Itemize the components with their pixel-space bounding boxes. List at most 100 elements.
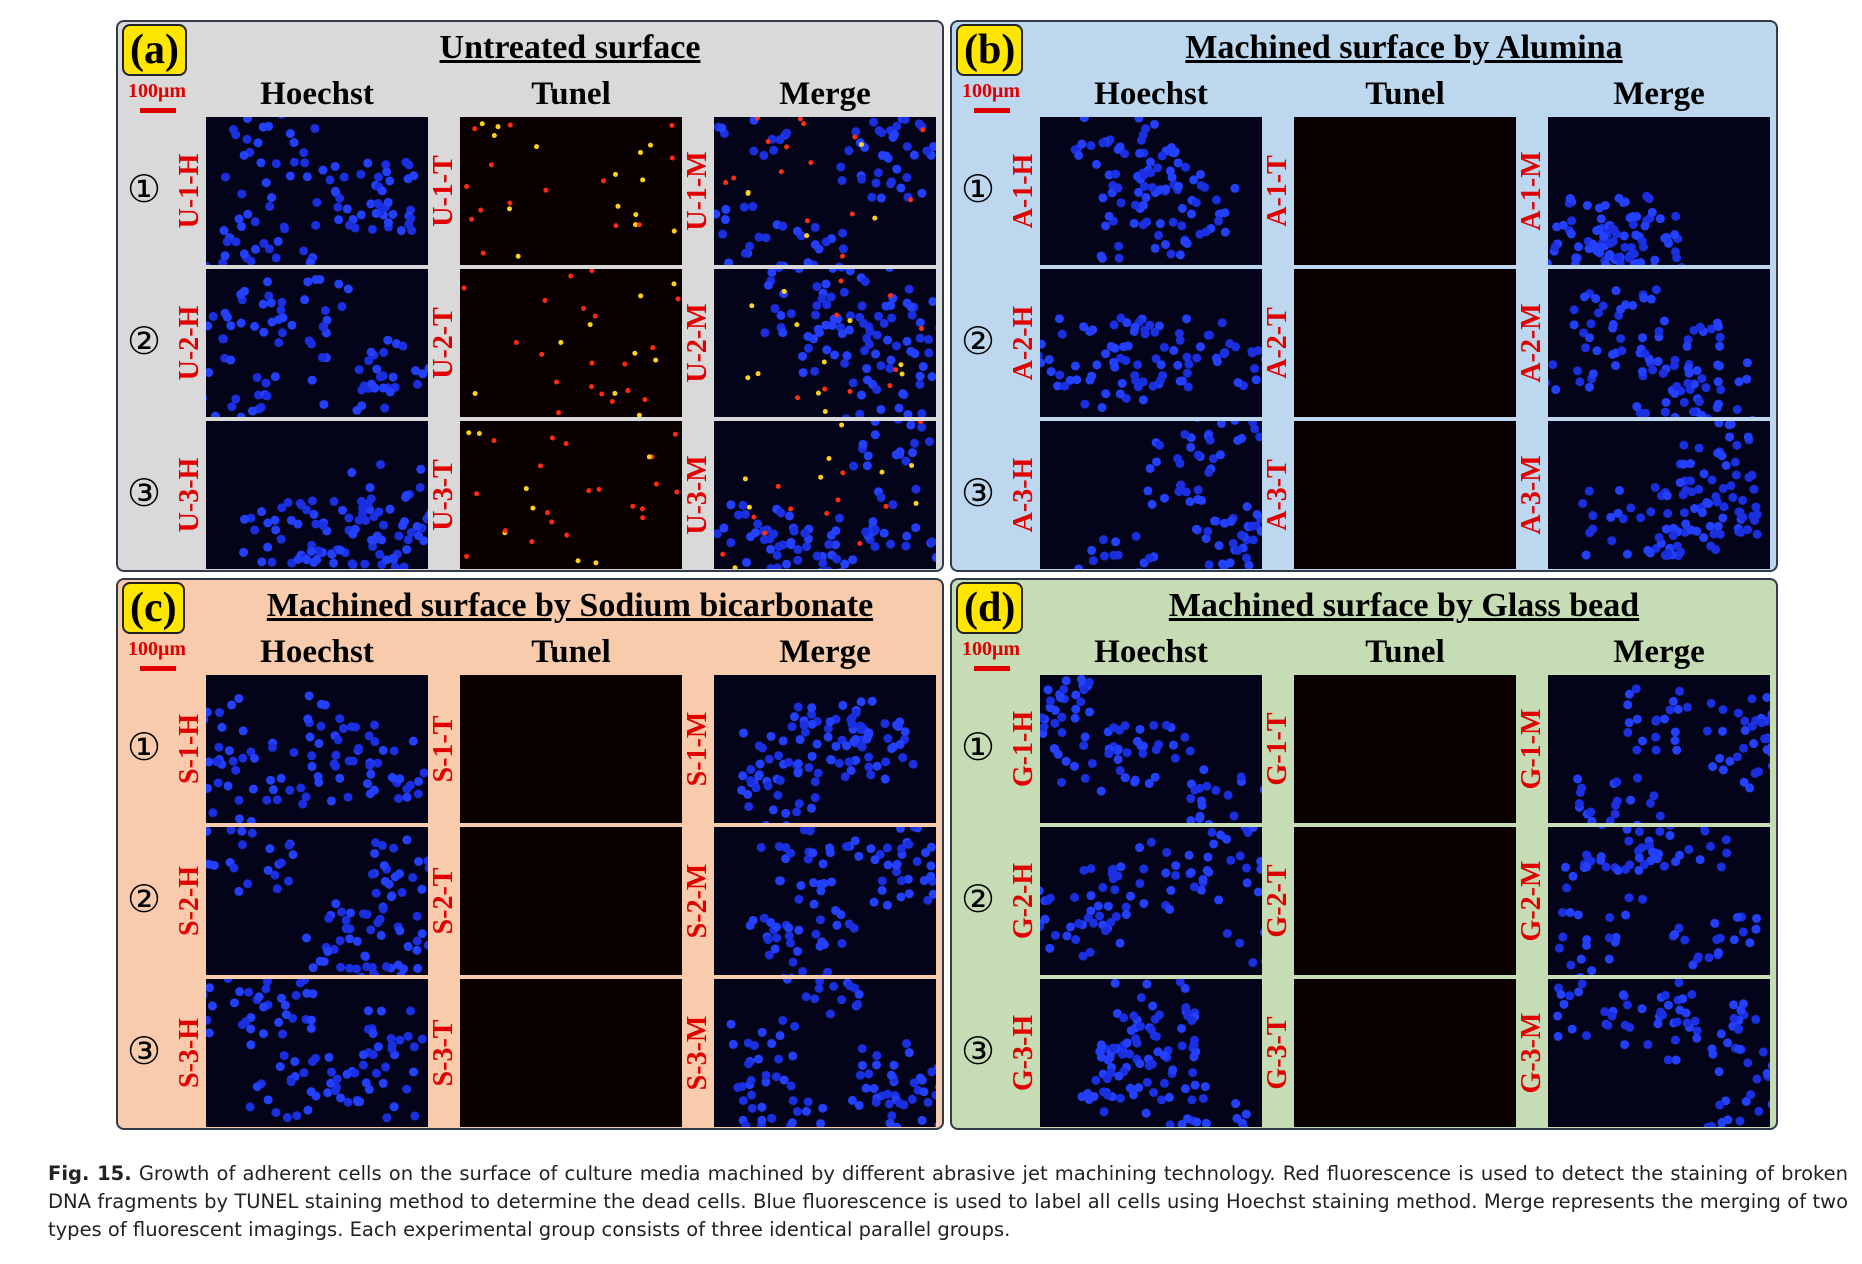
cell — [1736, 1005, 1746, 1015]
cell — [403, 942, 413, 952]
cell — [792, 1106, 802, 1116]
cell — [1729, 1013, 1739, 1023]
cell — [1600, 200, 1610, 210]
cell — [1102, 1074, 1112, 1084]
cell — [207, 1001, 217, 1011]
micrograph — [460, 979, 682, 1127]
cell — [474, 491, 480, 497]
cell — [889, 1060, 899, 1070]
cell — [416, 464, 426, 474]
cell — [1729, 935, 1739, 945]
row-marker: ② — [960, 319, 996, 363]
cell — [775, 776, 785, 786]
cell — [1226, 516, 1236, 526]
cell — [1117, 378, 1127, 388]
cell — [1579, 328, 1589, 338]
cell — [935, 323, 945, 333]
cell — [1237, 433, 1247, 443]
cell — [466, 430, 472, 436]
cell — [1711, 491, 1721, 501]
cell — [1614, 485, 1624, 495]
cell — [853, 999, 863, 1009]
cell — [1195, 813, 1205, 823]
column-header: Hoechst — [260, 634, 374, 670]
cell — [542, 297, 548, 303]
cell — [201, 262, 211, 272]
cell — [1092, 360, 1102, 370]
cell — [830, 540, 840, 550]
cell — [1702, 726, 1712, 736]
cell — [348, 560, 358, 570]
cell — [1633, 773, 1643, 783]
cell — [907, 310, 917, 320]
cell — [1595, 248, 1605, 258]
cell — [1043, 685, 1053, 695]
cell — [363, 158, 373, 168]
cell — [370, 737, 380, 747]
cell — [378, 371, 388, 381]
cell — [1104, 211, 1114, 221]
cell — [331, 1086, 341, 1096]
cell — [907, 1094, 917, 1104]
cell — [347, 722, 357, 732]
cell — [1166, 885, 1176, 895]
cell — [1688, 960, 1698, 970]
row-marker: ① — [126, 725, 162, 769]
cell — [1144, 553, 1154, 563]
cell — [1074, 564, 1084, 574]
cell — [1197, 801, 1207, 811]
image-label: G-2-M — [1516, 860, 1547, 942]
cell — [373, 172, 383, 182]
cell — [1132, 736, 1142, 746]
cell — [1746, 1090, 1756, 1100]
cell — [794, 799, 804, 809]
cell — [805, 826, 815, 836]
image-label: U-1-T — [428, 155, 459, 227]
cell — [1553, 1031, 1563, 1041]
cell — [1247, 348, 1257, 358]
cell — [395, 1035, 405, 1045]
cell — [1647, 207, 1657, 217]
cell — [872, 1060, 882, 1070]
cell — [276, 305, 286, 315]
cell — [373, 199, 383, 209]
micrograph-image — [1528, 791, 1762, 1009]
cell — [380, 403, 390, 413]
image-label: A-3-T — [1262, 459, 1293, 531]
cell — [830, 350, 840, 360]
cell — [1706, 698, 1716, 708]
cell — [304, 691, 314, 701]
cell — [1718, 483, 1728, 493]
cell — [759, 150, 769, 160]
cell — [1135, 878, 1145, 888]
cell — [798, 967, 808, 977]
cell — [1045, 943, 1055, 953]
cell — [1216, 418, 1226, 428]
cell — [202, 1015, 212, 1025]
cell — [788, 1051, 798, 1061]
cell — [1034, 886, 1044, 896]
cell — [867, 696, 877, 706]
cell — [366, 769, 376, 779]
cell — [1575, 377, 1585, 387]
micrograph — [1040, 977, 1262, 1149]
cell — [1704, 498, 1714, 508]
cell — [811, 310, 821, 320]
cell — [788, 1096, 798, 1106]
cell — [1116, 198, 1126, 208]
cell — [488, 162, 494, 168]
cell — [1146, 837, 1156, 847]
cell — [1220, 227, 1230, 237]
cell — [273, 236, 283, 246]
column-header: Hoechst — [1094, 634, 1208, 670]
cell — [923, 1097, 933, 1107]
cell — [1214, 895, 1224, 905]
cell — [1588, 369, 1598, 379]
cell — [277, 503, 287, 513]
cell — [1129, 1011, 1139, 1021]
cell — [1705, 841, 1715, 851]
cell — [779, 1075, 789, 1085]
cell — [1129, 218, 1139, 228]
cell — [286, 1077, 296, 1087]
cell — [1233, 378, 1243, 388]
